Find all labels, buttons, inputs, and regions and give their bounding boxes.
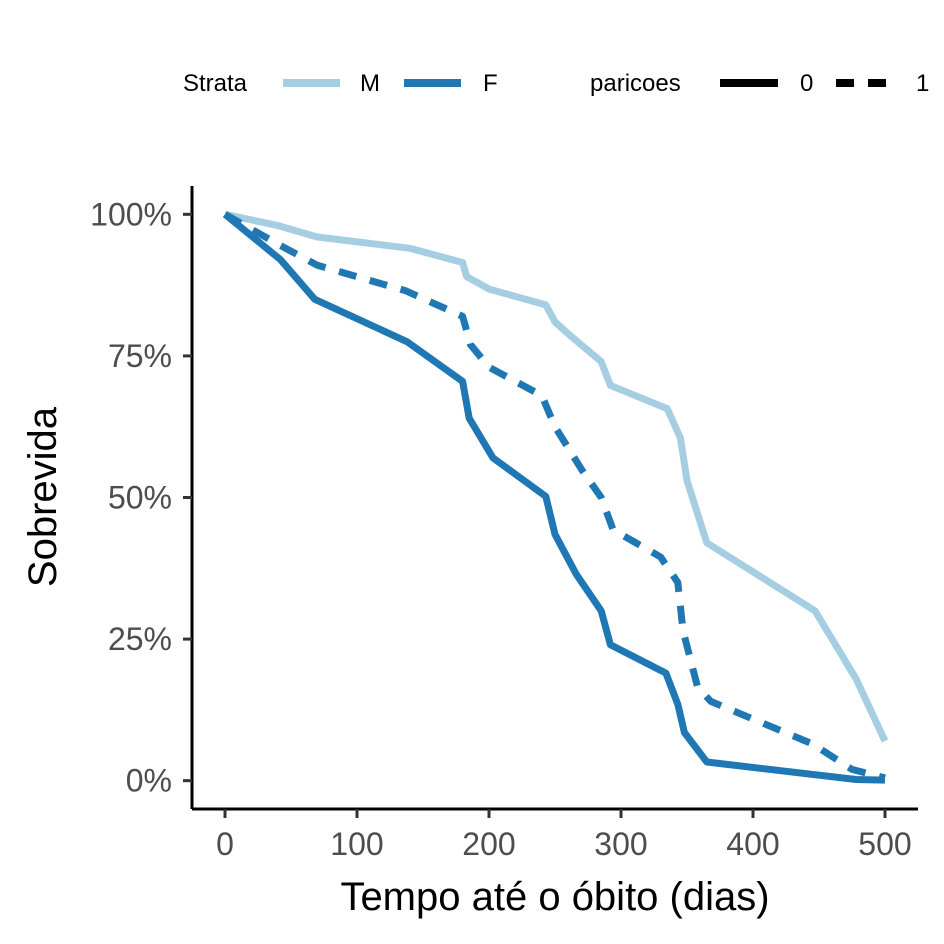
legend-label-f: F <box>483 70 498 97</box>
series-layer <box>222 210 889 784</box>
legend: Strata M F paricoes 0 1 <box>183 70 929 97</box>
legend-label-m: M <box>360 70 380 97</box>
y-tick-label: 100% <box>90 196 172 232</box>
legend-label-paricoes-0: 0 <box>800 70 813 97</box>
legend-title-paricoes: paricoes <box>590 70 681 97</box>
series-line-f-paricoes-0 <box>222 211 886 784</box>
y-axis-title: Sobrevida <box>21 406 65 587</box>
x-tick-label: 0 <box>216 826 234 862</box>
x-tick-label: 400 <box>726 826 779 862</box>
x-axis-title: Tempo até o óbito (dias) <box>340 875 769 919</box>
ticks: 0 100 200 300 400 500 0% 25% 50% 75% 100% <box>90 196 912 862</box>
legend-title-strata: Strata <box>183 70 248 97</box>
series-line-m-paricoes-0 <box>224 210 889 743</box>
series-line-f-paricoes-1 <box>223 211 886 782</box>
y-tick-label: 75% <box>108 338 172 374</box>
legend-label-paricoes-1: 1 <box>916 70 929 97</box>
y-tick-label: 50% <box>108 480 172 516</box>
x-tick-label: 300 <box>594 826 647 862</box>
x-tick-label: 100 <box>330 826 383 862</box>
x-tick-label: 200 <box>462 826 515 862</box>
y-tick-label: 0% <box>126 763 172 799</box>
x-tick-label: 500 <box>858 826 911 862</box>
y-tick-label: 25% <box>108 621 172 657</box>
